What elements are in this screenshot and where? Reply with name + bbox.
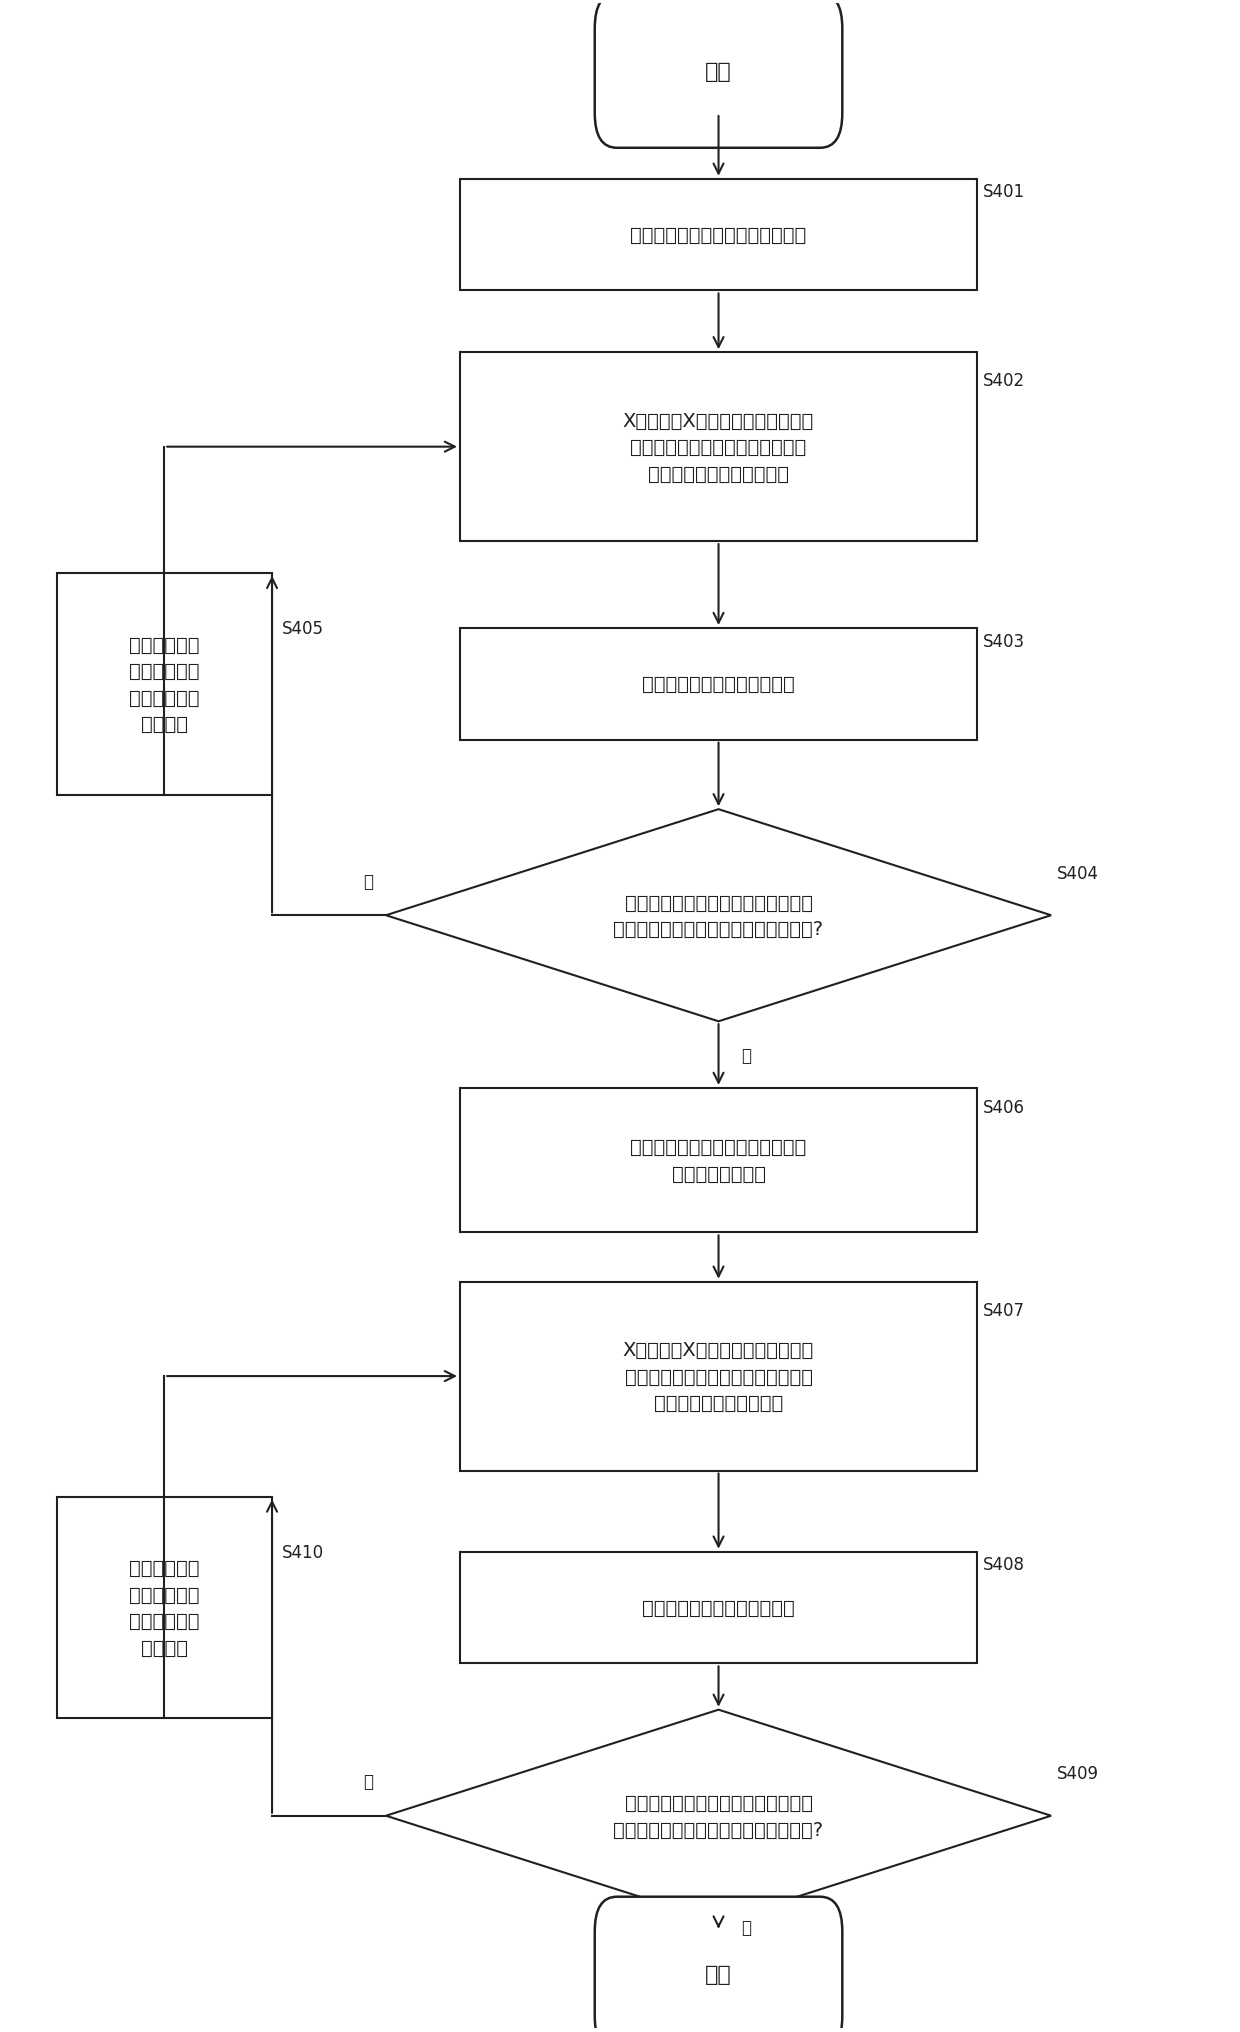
Text: S405: S405 [281,620,324,638]
Bar [460,1282,977,1471]
Text: S401: S401 [983,183,1025,201]
Text: S408: S408 [983,1557,1025,1573]
Text: S403: S403 [983,632,1025,650]
Bar [460,628,977,740]
Text: 是: 是 [740,1918,750,1936]
Bar [57,1498,272,1719]
Text: S406: S406 [983,1099,1025,1116]
Text: S410: S410 [281,1542,324,1561]
Text: 移动样品台，使样品台不在光路上: 移动样品台，使样品台不在光路上 [630,226,807,246]
Text: S407: S407 [983,1300,1025,1319]
Bar [460,1552,977,1664]
Polygon shape [386,1709,1052,1922]
Text: S402: S402 [983,372,1025,390]
Text: 否: 否 [363,872,373,890]
Text: 开始: 开始 [706,61,732,81]
Text: 分析得到所述阴影图像的参数: 分析得到所述阴影图像的参数 [642,1599,795,1617]
Text: S409: S409 [1058,1764,1099,1782]
Text: 根据计算的运
动量，对光路
中的元件位置
进行调整: 根据计算的运 动量，对光路 中的元件位置 进行调整 [129,1559,200,1656]
Text: 结束: 结束 [706,1963,732,1983]
Text: 分析得到所述条纹图像的参数: 分析得到所述条纹图像的参数 [642,675,795,695]
Text: S404: S404 [1058,864,1099,882]
FancyBboxPatch shape [595,1896,842,2032]
Bar [460,354,977,543]
Text: 将分析得到的所述阴影图像的参数与
标准图像的参数比对，并判断是否匹配?: 将分析得到的所述阴影图像的参数与 标准图像的参数比对，并判断是否匹配? [614,1792,823,1839]
Text: 是: 是 [740,1046,750,1065]
Text: X光源发出X光在探测器上形成阴影
图像，探测器通过图像传输模块将所
述阴影图像传输到计算机: X光源发出X光在探测器上形成阴影 图像，探测器通过图像传输模块将所 述阴影图像传… [622,1341,815,1412]
Bar [460,1089,977,1233]
FancyBboxPatch shape [595,0,842,148]
Bar [460,179,977,291]
Text: 将样品台移动回到光路，并在所述
样品台上放置样品: 将样品台移动回到光路，并在所述 样品台上放置样品 [630,1138,807,1183]
Polygon shape [386,811,1052,1022]
Text: 否: 否 [363,1772,373,1790]
Text: 根据计算的运
动量，对光路
中的元件位置
进行调整: 根据计算的运 动量，对光路 中的元件位置 进行调整 [129,636,200,734]
Text: 将分析得到的所述条纹图像的参数与
标准图像的参数比对，并判断是否匹配?: 将分析得到的所述条纹图像的参数与 标准图像的参数比对，并判断是否匹配? [614,892,823,939]
Bar [57,573,272,795]
Text: X光源发出X光在探测器上形成条纹
图像，探测器通过图像传输模块将
所述条纹图像传输到计算机: X光源发出X光在探测器上形成条纹 图像，探测器通过图像传输模块将 所述条纹图像传… [622,410,815,484]
